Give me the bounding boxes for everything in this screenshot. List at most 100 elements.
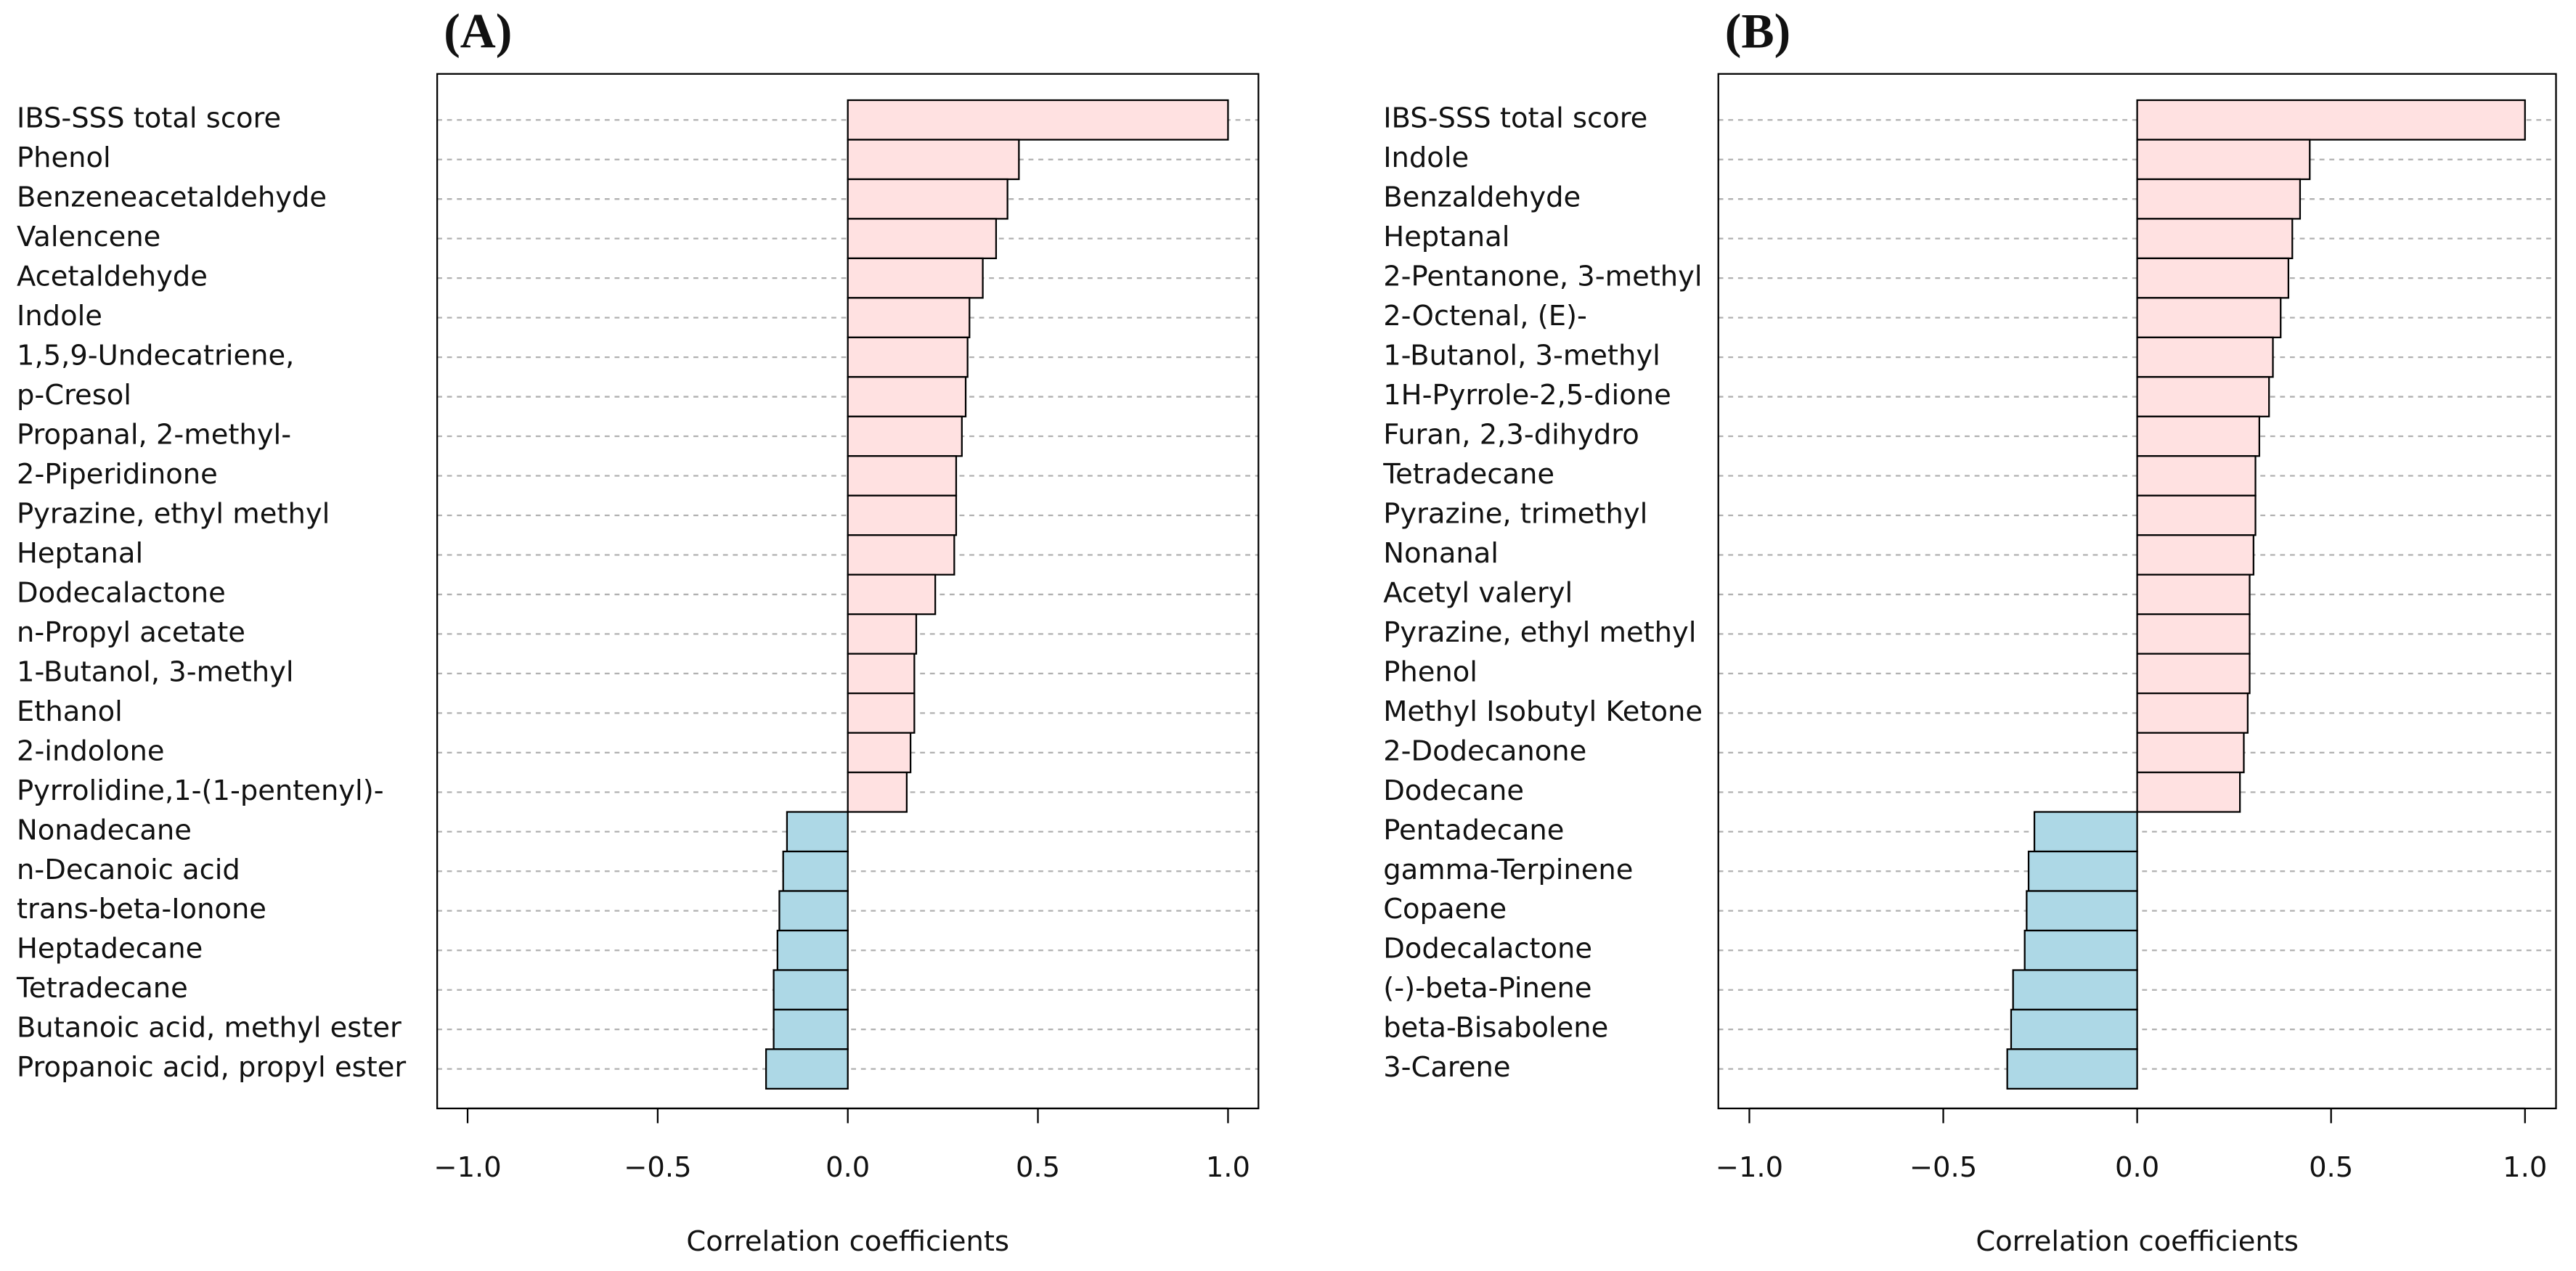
category-label: Benzaldehyde (1383, 181, 1581, 214)
category-label: Propanoic acid, propyl ester (17, 1051, 406, 1084)
bar (2136, 257, 2290, 299)
bar (847, 653, 916, 695)
category-label: Tetradecane (16, 972, 188, 1005)
category-label: 2-Piperidinone (17, 458, 218, 491)
bar (847, 376, 967, 417)
bar (778, 890, 849, 932)
category-label: IBS-SSS total score (1383, 102, 1647, 135)
bar (847, 613, 918, 655)
bar (847, 257, 984, 299)
bar (2136, 613, 2251, 655)
category-label: Heptadecane (17, 933, 203, 965)
category-label: 3-Carene (1383, 1051, 1510, 1084)
bar (847, 455, 958, 496)
x-tick-label: 0.0 (2115, 1151, 2159, 1184)
bar (2136, 218, 2294, 260)
category-label: Phenol (17, 142, 111, 174)
category-label: Copaene (1383, 893, 1507, 925)
bar (2136, 99, 2526, 141)
category-label: Phenol (1383, 655, 1477, 688)
bar (2136, 139, 2311, 181)
category-label: 2-indolone (17, 735, 165, 767)
x-tick-label: 1.0 (2503, 1151, 2547, 1184)
bar (2033, 811, 2138, 853)
category-label: 2-Pentanone, 3-methyl (1383, 261, 1702, 293)
bar (2136, 336, 2274, 378)
x-tick-label: 0.0 (826, 1151, 870, 1184)
bar (847, 771, 908, 813)
bar (2006, 1048, 2138, 1090)
x-tick-label: −1.0 (433, 1151, 501, 1184)
bar (2027, 850, 2138, 892)
category-label: Pyrazine, ethyl methyl (17, 497, 330, 530)
bar (2136, 732, 2245, 774)
category-label: Acetyl valeryl (1383, 576, 1573, 609)
bar (2136, 692, 2249, 734)
bar (847, 218, 998, 260)
bar (2136, 178, 2302, 220)
category-label: Pyrrolidine,1-(1-pentenyl)- (17, 775, 384, 807)
bar (847, 297, 971, 338)
category-label: Nonadecane (17, 814, 192, 846)
bar (847, 534, 955, 576)
bar (2136, 534, 2254, 576)
bar (2136, 573, 2251, 616)
panel-title: (B) (1725, 4, 1790, 58)
bar (776, 929, 849, 971)
category-label: Ethanol (17, 695, 123, 728)
panel-title: (A) (444, 4, 512, 58)
category-label: beta-Bisabolene (1383, 1012, 1608, 1045)
bar (2136, 455, 2257, 496)
x-tick-label: 0.5 (1016, 1151, 1060, 1184)
bar (847, 494, 958, 536)
x-axis-label: Correlation coefficients (1976, 1225, 2299, 1258)
category-label: Pyrazine, ethyl methyl (1383, 616, 1696, 649)
category-label: Pentadecane (1383, 814, 1564, 846)
bar (847, 692, 916, 734)
bar (847, 139, 1020, 181)
category-label: Indole (1383, 142, 1469, 174)
category-label: Methyl Isobutyl Ketone (1383, 695, 1703, 728)
category-label: p-Cresol (17, 379, 131, 412)
category-label: Dodecalactone (17, 576, 226, 609)
x-tick-label: −0.5 (1909, 1151, 1977, 1184)
category-label: Heptanal (1383, 221, 1509, 253)
bar (2136, 653, 2251, 695)
category-label: n-Decanoic acid (17, 854, 240, 886)
category-label: Indole (17, 300, 102, 332)
x-tick-label: 1.0 (1206, 1151, 1250, 1184)
category-label: Propanal, 2-methyl- (17, 419, 291, 451)
category-label: 1H-Pyrrole-2,5-dione (1383, 379, 1671, 412)
bar (2010, 1008, 2138, 1050)
category-label: 1-Butanol, 3-methyl (1383, 340, 1660, 372)
bar (765, 1048, 849, 1090)
category-label: 1-Butanol, 3-methyl (17, 655, 294, 688)
category-label: trans-beta-Ionone (17, 893, 266, 925)
category-label: Pyrazine, trimethyl (1383, 497, 1647, 530)
category-label: Acetaldehyde (17, 261, 208, 293)
x-axis-label: Correlation coefficients (686, 1225, 1009, 1258)
category-label: 2-Octenal, (E)- (1383, 300, 1587, 332)
x-tick-label: −0.5 (624, 1151, 691, 1184)
bar (847, 336, 969, 378)
x-tick-label: 0.5 (2309, 1151, 2353, 1184)
bar (782, 850, 849, 892)
bar (847, 178, 1008, 220)
bar (2136, 297, 2282, 338)
category-label: Dodecalactone (1383, 933, 1592, 965)
bar (2136, 415, 2260, 457)
bar (847, 573, 937, 616)
bar (847, 732, 912, 774)
bar (2026, 890, 2138, 932)
bar (2136, 376, 2270, 417)
category-label: Tetradecane (1382, 458, 1554, 491)
category-label: Nonanal (1383, 537, 1499, 570)
bar (847, 99, 1229, 141)
bar (847, 415, 963, 457)
category-label: Dodecane (1383, 775, 1524, 807)
bar (773, 969, 849, 1011)
category-label: (-)-beta-Pinene (1383, 972, 1591, 1005)
category-label: Benzeneacetaldehyde (17, 181, 327, 214)
